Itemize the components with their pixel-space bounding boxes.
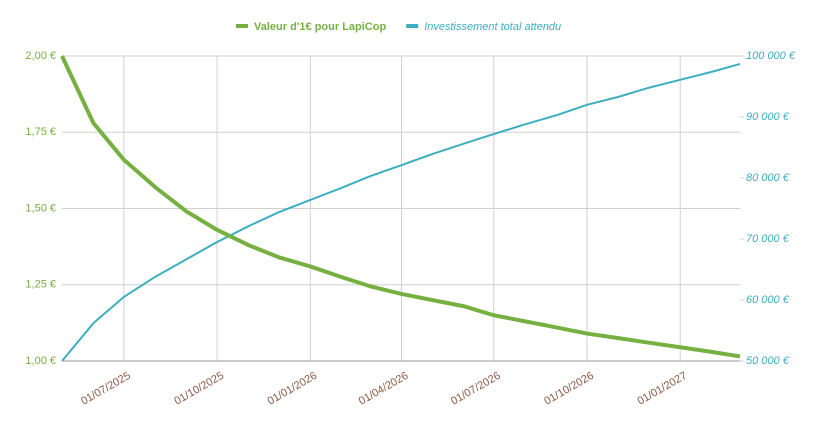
y2-tick-label: 60 000 €	[746, 294, 790, 306]
x-tick-label: 01/10/2025	[172, 370, 226, 408]
y-tick-label: 1,75 €	[25, 126, 56, 138]
series-line	[61, 62, 741, 362]
x-tick-label: 01/01/2026	[266, 370, 320, 408]
y-tick-label: 1,50 €	[25, 202, 56, 214]
series-line	[60, 55, 741, 359]
y-tick-label: 1,00 €	[25, 355, 56, 367]
y2-tick-label: 70 000 €	[746, 233, 790, 245]
legend-item: Investissement total attendu	[406, 21, 561, 33]
x-tick-label: 01/07/2026	[449, 370, 503, 408]
x-tick-label: 01/01/2027	[635, 370, 689, 408]
legend-swatch	[406, 24, 419, 28]
y2-tick-label: 80 000 €	[746, 172, 790, 184]
legend-label: Valeur d'1€ pour LapiCop	[254, 21, 386, 33]
x-tick-label: 01/07/2025	[79, 370, 133, 408]
legend-swatch	[236, 24, 248, 28]
legend-label: Investissement total attendu	[424, 21, 561, 33]
y-tick-label: 1,25 €	[25, 279, 56, 291]
legend-item: Valeur d'1€ pour LapiCop	[236, 21, 386, 33]
y2-tick-label: 50 000 €	[746, 355, 790, 367]
legend: Valeur d'1€ pour LapiCop Investissement t…	[236, 21, 561, 33]
x-tick-label: 01/04/2026	[357, 370, 411, 408]
x-tick-label: 01/10/2026	[542, 370, 596, 408]
y2-tick-label: 90 000 €	[746, 111, 790, 123]
y2-tick-label: 100 000 €	[746, 50, 796, 62]
y-tick-label: 2,00 €	[25, 50, 56, 62]
